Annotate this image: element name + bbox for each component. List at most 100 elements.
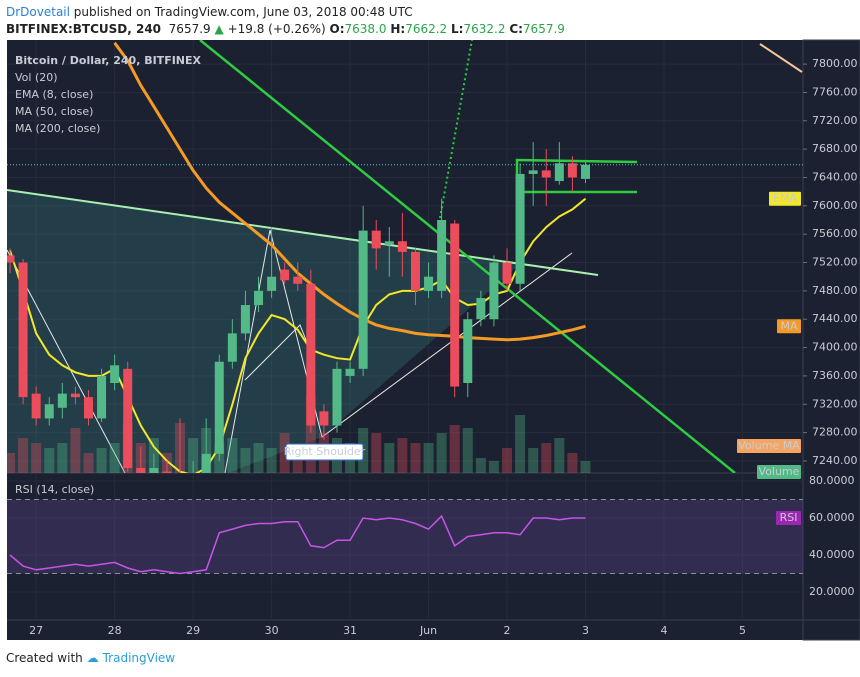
- volume-bar: [462, 428, 473, 473]
- y-tick-label: 7240.00: [812, 454, 858, 467]
- candle-body: [437, 220, 447, 291]
- volume-bar: [541, 443, 552, 473]
- ohlc-label: H:: [390, 22, 406, 36]
- volume-bar: [397, 438, 408, 473]
- candle-body: [162, 471, 172, 473]
- candle-body: [345, 368, 355, 376]
- candle-body: [371, 230, 381, 249]
- volume-bar: [96, 448, 107, 473]
- y-tick-label: 7640.00: [812, 170, 858, 183]
- volume-bar: [567, 453, 578, 473]
- x-tick-label: 4: [660, 624, 667, 637]
- volume-bar: [240, 448, 251, 473]
- last: 7657.9: [168, 22, 211, 36]
- volume-bar: [70, 428, 81, 473]
- candle-body: [57, 393, 67, 408]
- symbol: BITFINEX:BTCUSD, 240: [6, 22, 162, 36]
- neckline: [7, 189, 599, 276]
- candle-body: [293, 276, 303, 284]
- y-tick-label: 7720.00: [812, 114, 858, 127]
- candle-body: [358, 230, 368, 369]
- volume-bar: [83, 453, 94, 473]
- candle-body: [450, 223, 460, 387]
- series-badge-box: [777, 319, 801, 334]
- series-badge-box: [769, 191, 801, 206]
- y-tick-label: 7440.00: [812, 312, 858, 325]
- candle-body: [410, 251, 420, 291]
- brand[interactable]: TradingView: [102, 651, 176, 665]
- y-tick-label: 7480.00: [812, 284, 858, 297]
- candle-body: [502, 262, 512, 284]
- ohlc-value: 7662.2: [405, 22, 448, 36]
- candle-body: [267, 276, 277, 291]
- y-tick-label: 7600.00: [812, 199, 858, 212]
- rsi-title: RSI (14, close): [15, 483, 94, 496]
- volume-bar: [384, 443, 395, 473]
- change: +19.8 (+0.26%): [227, 22, 326, 36]
- volume-bar: [305, 395, 316, 473]
- created: Created with: [6, 651, 83, 665]
- candle-body: [31, 393, 41, 419]
- candle-body: [463, 319, 473, 383]
- volume-bar: [449, 425, 460, 473]
- candle-body: [489, 262, 499, 320]
- volume-bar: [279, 433, 290, 473]
- x-tick-label: 29: [186, 624, 200, 637]
- price-axis: [802, 39, 860, 641]
- candle-body: [7, 255, 15, 263]
- volume-ma-badge: Volume MA: [738, 439, 800, 452]
- volume-bar: [7, 453, 16, 473]
- logo: ☁: [86, 651, 99, 665]
- volume-bar: [292, 453, 303, 473]
- candle-body: [201, 453, 211, 473]
- candle-body: [240, 305, 250, 334]
- rsi-badge-box: [776, 510, 801, 525]
- x-tick-label: 31: [343, 624, 357, 637]
- ohlc-label: L:: [451, 22, 464, 36]
- ohlc-label: O:: [329, 22, 345, 36]
- y-tick-label: 7520.00: [812, 256, 858, 269]
- y-tick-label: 7800.00: [812, 57, 858, 70]
- candle-body: [306, 283, 316, 426]
- annotation-box: [285, 443, 364, 461]
- volume-bar: [18, 438, 29, 473]
- candle-body: [332, 368, 342, 426]
- pattern-line: [224, 229, 573, 473]
- candle-body: [384, 241, 394, 245]
- candle-body: [70, 393, 80, 398]
- legend-item: EMA (8, close): [15, 88, 93, 101]
- background: [7, 40, 860, 640]
- author[interactable]: DrDovetail: [6, 5, 70, 19]
- volume-bar: [488, 461, 499, 473]
- volume-badge: Volume: [759, 465, 800, 478]
- volume-bar: [109, 443, 120, 473]
- volume-bar: [371, 433, 382, 473]
- volume-bar: [528, 448, 539, 473]
- candle-body: [44, 404, 54, 419]
- volume-ma-badge-box: [737, 439, 801, 453]
- legend-item: Vol (20): [15, 71, 58, 84]
- candle-body: [424, 276, 434, 291]
- candle-body: [567, 163, 577, 178]
- volume-bar: [227, 438, 238, 473]
- pattern-fill: [7, 190, 520, 473]
- legend-item: MA (200, close): [15, 122, 100, 135]
- volume-bar: [423, 443, 434, 473]
- candle-body: [149, 468, 159, 473]
- volume-badge-box: [757, 465, 801, 479]
- volume-bar: [44, 448, 55, 473]
- candle-body: [254, 290, 264, 306]
- volume-bar: [515, 415, 526, 473]
- series-line: [9, 514, 586, 575]
- y-tick-label: 7680.00: [812, 142, 858, 155]
- candle-body: [476, 297, 486, 320]
- target-line: [439, 40, 473, 219]
- x-tick-label: 3: [582, 624, 589, 637]
- y-tick-label: 7560.00: [812, 227, 858, 240]
- volume-bar: [580, 461, 591, 473]
- up-arrow: ▲: [214, 22, 224, 36]
- y-tick-label: 7320.00: [812, 397, 858, 410]
- series-line: [113, 41, 586, 342]
